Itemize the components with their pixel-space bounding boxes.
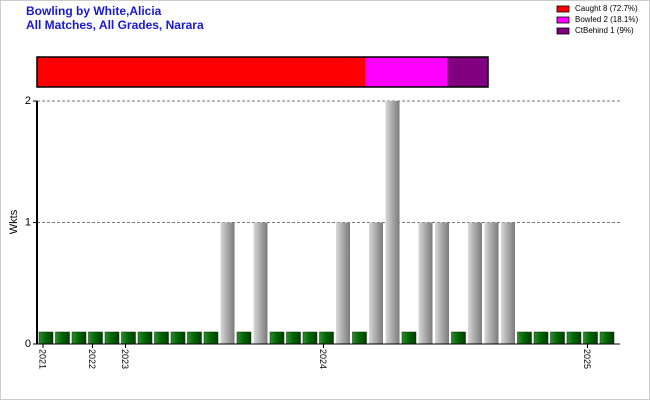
bar <box>484 222 499 344</box>
legend-label: Bowled 2 (18.1%) <box>575 15 638 24</box>
x-tick-label: 2023 <box>120 349 130 369</box>
legend-swatch <box>556 27 570 35</box>
bar <box>369 222 383 344</box>
y-tick-label: 2 <box>25 95 31 107</box>
bar <box>435 222 449 344</box>
title: Bowling by White,Alicia <box>26 4 162 18</box>
x-tick-label: 2022 <box>87 349 97 369</box>
bar <box>418 222 433 344</box>
legend-label: Caught 8 (72.7%) <box>575 4 638 13</box>
stack-segment <box>365 57 447 87</box>
bar <box>236 331 252 345</box>
y-tick-label: 1 <box>25 216 31 228</box>
y-tick-label: 0 <box>25 338 31 350</box>
y-axis-label: Wkts <box>8 209 20 234</box>
bar <box>501 222 515 344</box>
bar <box>71 331 87 345</box>
bar <box>599 331 615 345</box>
bar <box>302 331 318 345</box>
bar <box>517 331 532 345</box>
bar <box>269 331 285 345</box>
bar <box>451 331 466 345</box>
bar <box>352 331 367 345</box>
bar <box>286 331 301 345</box>
x-tick-label: 2024 <box>318 349 328 369</box>
bar <box>385 101 400 344</box>
bar <box>336 222 350 344</box>
bar <box>154 331 169 345</box>
bar <box>253 222 268 344</box>
bar <box>187 331 202 345</box>
bar <box>220 222 235 344</box>
bar <box>468 222 482 344</box>
stack-segment <box>447 57 488 87</box>
stack-segment <box>37 57 365 87</box>
bar <box>550 331 565 345</box>
bar <box>88 331 103 345</box>
bar <box>533 331 549 345</box>
x-tick-label: 2021 <box>38 349 48 369</box>
bar <box>55 331 70 345</box>
bar <box>38 331 54 345</box>
bar <box>170 331 186 345</box>
x-tick-label: 2025 <box>582 349 592 369</box>
bar <box>203 331 219 345</box>
bar <box>401 331 417 345</box>
bar <box>137 331 153 345</box>
bar <box>583 331 598 345</box>
bar <box>319 331 334 345</box>
bar <box>566 331 582 345</box>
legend-label: CtBehind 1 (9%) <box>575 26 634 35</box>
stack-outline <box>36 56 489 88</box>
bar <box>121 331 136 345</box>
bar <box>104 331 120 345</box>
legend-swatch <box>556 5 570 13</box>
legend-swatch <box>556 16 570 24</box>
subtitle: All Matches, All Grades, Narara <box>26 18 204 32</box>
